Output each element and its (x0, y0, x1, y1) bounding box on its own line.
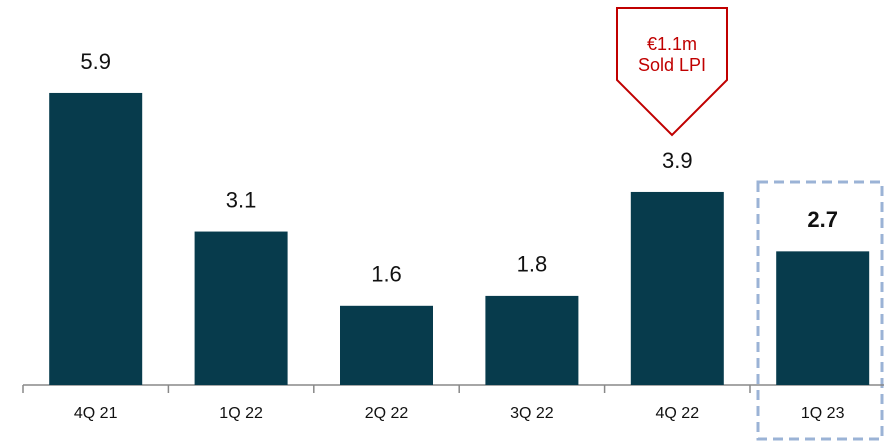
bar (630, 191, 724, 385)
value-label: 2.7 (807, 207, 838, 232)
x-tick-label: 3Q 22 (510, 405, 554, 422)
bar (485, 295, 579, 385)
x-tick-label: 4Q 21 (74, 405, 118, 422)
annotation: Sold LPI (638, 55, 706, 75)
x-tick-label: 1Q 22 (219, 405, 263, 422)
annotation: €1.1m (647, 34, 697, 54)
highlight-box (756, 180, 884, 441)
bar (776, 251, 870, 385)
bar (340, 305, 433, 385)
value-label: 5.9 (80, 49, 111, 74)
bar (49, 92, 143, 385)
value-label: 1.8 (517, 252, 548, 277)
value-label: 3.1 (226, 187, 257, 212)
bar (194, 231, 288, 385)
value-label: 3.9 (662, 148, 693, 173)
value-label: 1.6 (371, 262, 402, 287)
callout (616, 7, 728, 137)
x-tick-label: 4Q 22 (656, 405, 700, 422)
x-tick-label: 2Q 22 (365, 405, 409, 422)
x-tick-label: 1Q 23 (801, 405, 845, 422)
